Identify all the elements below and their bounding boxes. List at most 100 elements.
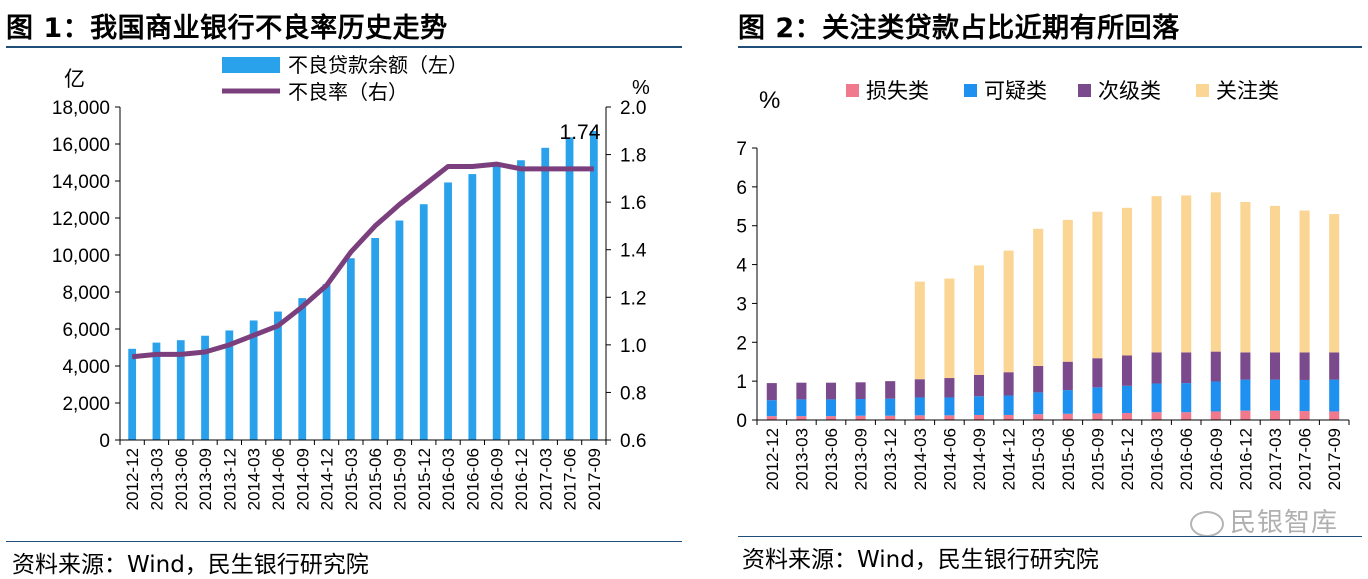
right-bar-次级类-2016-06 bbox=[1181, 352, 1192, 384]
right-y-tick-label: 1.6 bbox=[620, 193, 646, 214]
right-bar-可疑类-2015-12 bbox=[1121, 385, 1133, 414]
right-bar-次级类-2017-09 bbox=[1329, 352, 1340, 380]
right-bar-可疑类-2017-09 bbox=[1329, 379, 1340, 412]
right-bar-损失类-2016-09 bbox=[1210, 411, 1221, 420]
right-bar-关注类-2017-03 bbox=[1269, 205, 1281, 353]
left-bar-2012-12 bbox=[128, 348, 137, 440]
right-bar-可疑类-2013-06 bbox=[825, 399, 837, 417]
right-bar-关注类-2015-09 bbox=[1092, 211, 1103, 359]
right-bar-次级类-2013-03 bbox=[796, 382, 807, 400]
right-y-tick-label: 0 bbox=[736, 411, 747, 432]
right-bar-关注类-2016-06 bbox=[1181, 195, 1192, 353]
right-bar-次级类-2015-03 bbox=[1033, 365, 1044, 393]
right-x-tick-label: 2013-12 bbox=[881, 428, 900, 490]
right-bar-次级类-2012-12 bbox=[766, 383, 777, 401]
right-y-tick-label: 1.2 bbox=[620, 288, 646, 309]
left-npl-ratio-line bbox=[131, 161, 594, 360]
left-bar-2013-06 bbox=[176, 340, 185, 440]
right-x-tick-label: 2012-12 bbox=[763, 428, 782, 490]
right-x-tick-label: 2016-09 bbox=[1207, 428, 1226, 490]
right-y-tick-label: 5 bbox=[736, 217, 747, 238]
watermark: 民银智库 bbox=[1189, 502, 1338, 539]
right-bar-次级类-2015-09 bbox=[1092, 358, 1103, 388]
left-y-tick-label: 6,000 bbox=[62, 320, 110, 341]
left-chart-panel: 图 1：我国商业银行不良率历史走势 0 2,000 4,000 6,000 8,000 1… bbox=[6, 13, 682, 578]
right-y-tick-label: 2.0 bbox=[620, 98, 646, 119]
left-y-tick-label: 10,000 bbox=[52, 246, 110, 267]
right-bar-可疑类-2014-03 bbox=[914, 397, 925, 416]
legend-swatch-可疑类 bbox=[964, 84, 977, 97]
right-y-unit: % bbox=[759, 87, 780, 114]
right-bar-可疑类-2016-09 bbox=[1210, 381, 1221, 412]
right-bar-次级类-2014-09 bbox=[973, 374, 985, 397]
right-y-tick-label: 2 bbox=[736, 333, 747, 354]
left-bar-2016-03 bbox=[444, 182, 452, 441]
left-chart-svg: 0 2,000 4,000 6,000 8,000 10,000 12,000 14,000 1… bbox=[52, 54, 650, 510]
right-bar-损失类-2015-12 bbox=[1121, 413, 1133, 420]
left-y-unit: 亿 bbox=[64, 68, 85, 91]
right-bar-关注类-2015-06 bbox=[1062, 219, 1073, 362]
left-bar-2016-12 bbox=[517, 160, 525, 441]
right-y-tick-label: 1.4 bbox=[620, 241, 647, 262]
left-bar-2015-12 bbox=[419, 204, 428, 440]
right-bar-损失类-2014-09 bbox=[973, 414, 985, 420]
right-bar-次级类-2014-03 bbox=[914, 379, 925, 398]
right-bar-关注类-2017-09 bbox=[1329, 214, 1340, 353]
left-annotation-label: 1.74 bbox=[560, 121, 601, 144]
legend-label-关注类: 关注类 bbox=[1216, 80, 1279, 103]
right-bar-关注类-2015-12 bbox=[1121, 207, 1133, 356]
right-y-tick-label: 0.6 bbox=[620, 431, 646, 452]
legend-label-line: 不良率（右） bbox=[288, 81, 408, 104]
right-bar-损失类-2014-06 bbox=[944, 415, 955, 420]
right-bar-损失类-2013-09 bbox=[855, 415, 866, 420]
right-bar-可疑类-2013-09 bbox=[855, 399, 866, 416]
right-bar-次级类-2016-03 bbox=[1151, 352, 1162, 384]
left-bar-2013-03 bbox=[152, 342, 161, 440]
right-bar-关注类-2016-09 bbox=[1210, 192, 1221, 352]
left-x-tick-label: 2015-06 bbox=[366, 448, 385, 510]
legend-label-损失类: 损失类 bbox=[866, 80, 929, 103]
right-x-tick-label: 2015-06 bbox=[1059, 428, 1078, 490]
right-x-tick-label: 2014-12 bbox=[1000, 428, 1019, 490]
left-y-tick-label: 18,000 bbox=[52, 98, 110, 119]
left-bar-2014-03 bbox=[249, 320, 258, 440]
left-chart-title: 图 1：我国商业银行不良率历史走势 bbox=[6, 13, 448, 44]
left-y-tick-label: 4,000 bbox=[62, 357, 110, 378]
left-bar-2017-06 bbox=[565, 137, 574, 440]
legend-label-bar: 不良贷款余额（左） bbox=[288, 54, 468, 77]
left-bar-2013-09 bbox=[201, 335, 209, 440]
right-x-tick-label: 2014-03 bbox=[911, 428, 930, 490]
legend-label-可疑类: 可疑类 bbox=[984, 80, 1047, 103]
left-bar-2016-06 bbox=[468, 174, 477, 441]
right-bar-损失类-2015-06 bbox=[1062, 413, 1073, 420]
left-source-note: 资料来源：Wind，民生银行研究院 bbox=[12, 552, 369, 578]
right-x-tick-label: 2014-09 bbox=[970, 428, 989, 490]
wechat-logo-icon bbox=[1189, 510, 1224, 537]
right-bar-次级类-2014-06 bbox=[944, 378, 955, 398]
right-bar-次级类-2017-06 bbox=[1299, 352, 1310, 380]
right-x-tick-label: 2017-06 bbox=[1296, 428, 1315, 490]
right-x-tick-label: 2013-03 bbox=[792, 428, 811, 490]
right-y-tick-label: 1.0 bbox=[620, 336, 646, 357]
right-x-tick-label: 2016-12 bbox=[1236, 428, 1255, 490]
left-x-tick-label: 2013-12 bbox=[220, 448, 239, 510]
right-bar-损失类-2017-06 bbox=[1299, 411, 1310, 420]
right-chart-svg: 0 1 2 3 4 5 6 7% 2012-12 2013-03 2013-06 2013-09 201… bbox=[736, 80, 1350, 490]
left-x-tick-label: 2016-09 bbox=[488, 448, 507, 510]
left-y-tick-label: 16,000 bbox=[52, 135, 110, 156]
left-x-tick-label: 2017-03 bbox=[536, 448, 555, 510]
legend-label-次级类: 次级类 bbox=[1098, 80, 1161, 103]
right-bar-可疑类-2016-06 bbox=[1181, 383, 1192, 413]
right-bar-次级类-2015-06 bbox=[1062, 361, 1073, 391]
left-bar-2017-03 bbox=[541, 147, 550, 441]
left-x-tick-label: 2015-09 bbox=[390, 448, 409, 510]
left-x-tick-label: 2016-12 bbox=[512, 448, 531, 510]
left-x-tick-label: 2013-06 bbox=[172, 448, 191, 510]
left-title-rule bbox=[6, 46, 682, 48]
right-bar-可疑类-2012-12 bbox=[766, 400, 777, 417]
left-x-tick-label: 2017-09 bbox=[585, 448, 604, 510]
left-x-tick-label: 2014-09 bbox=[293, 448, 312, 510]
right-bar-损失类-2013-03 bbox=[796, 416, 807, 420]
right-bar-可疑类-2013-03 bbox=[796, 399, 807, 417]
left-x-tick-label: 2017-06 bbox=[561, 448, 580, 510]
